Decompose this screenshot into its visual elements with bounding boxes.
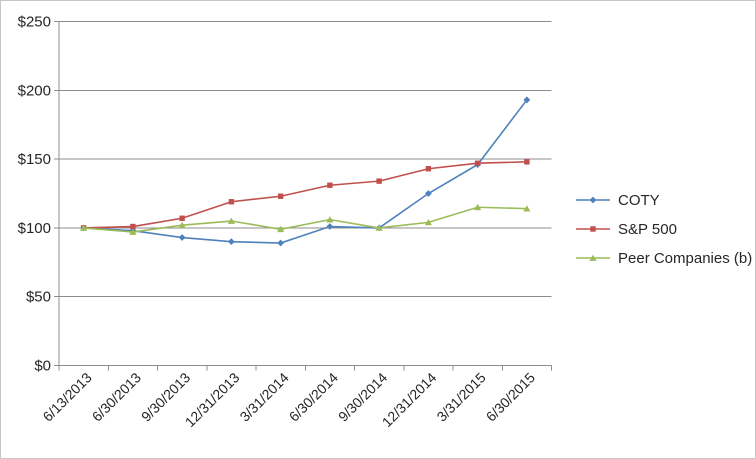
data-point-marker [178,234,186,241]
y-axis-tick-label: $150 [18,151,51,168]
triangle-marker-icon [589,254,597,261]
y-axis-tick-label: $0 [34,358,51,375]
square-marker-icon [590,226,596,232]
data-point-marker [80,224,88,231]
series-line-s-p-500 [83,161,527,229]
data-point-marker [474,160,481,166]
data-point-marker [424,218,432,226]
data-point-marker [376,178,382,184]
y-axis-tick-label: $100 [18,220,51,237]
data-point-marker [327,182,333,188]
data-point-marker [326,216,334,223]
data-point-marker [227,238,235,246]
diamond-marker-icon [589,196,597,204]
data-point-marker [277,225,285,233]
y-axis-tick-label: $250 [18,14,51,31]
legend-item-peer-companies: Peer Companies (b) [576,247,752,269]
data-point-marker [425,166,432,172]
data-point-marker [227,217,235,224]
data-point-marker [277,193,284,199]
legend-marker-sp500-icon [576,226,610,232]
data-point-marker [524,159,530,165]
data-point-marker [129,228,137,235]
x-axis-tick-label: 6/30/2014 [286,369,342,425]
data-point-marker [424,190,432,197]
legend-label-peer-companies: Peer Companies (b) [618,249,753,267]
series-line-peer-companies-b- [83,206,527,233]
data-point-marker [130,223,136,230]
data-point-marker [326,223,334,230]
x-axis-tick-label: 6/30/2013 [89,369,145,425]
data-point-marker [474,203,482,211]
legend-item-coty: COTY [576,189,752,211]
legend-marker-peer-companies-icon [576,254,610,261]
data-point-marker [375,224,383,231]
y-axis-tick-label: $50 [26,289,51,306]
series-line-coty [83,99,528,244]
legend-marker-coty-icon [576,196,610,204]
legend-label-coty: COTY [618,191,660,209]
data-point-marker [523,96,531,104]
x-axis-tick-label: 3/31/2014 [236,369,292,425]
y-axis-tick-label: $200 [18,82,51,99]
data-point-marker [179,215,185,221]
data-point-marker [178,221,186,229]
legend-label-sp500: S&P 500 [618,220,677,238]
chart-legend: COTY S&P 500 Peer Companies (b) [576,189,752,276]
x-axis-tick-label: 3/31/2015 [433,369,489,425]
data-point-marker [277,239,285,247]
data-point-marker [228,199,235,205]
x-axis-tick-label: 6/30/2015 [483,369,539,425]
x-axis-tick-label: 6/13/2013 [39,369,95,425]
data-point-marker [523,205,531,212]
legend-item-sp500: S&P 500 [576,218,752,240]
